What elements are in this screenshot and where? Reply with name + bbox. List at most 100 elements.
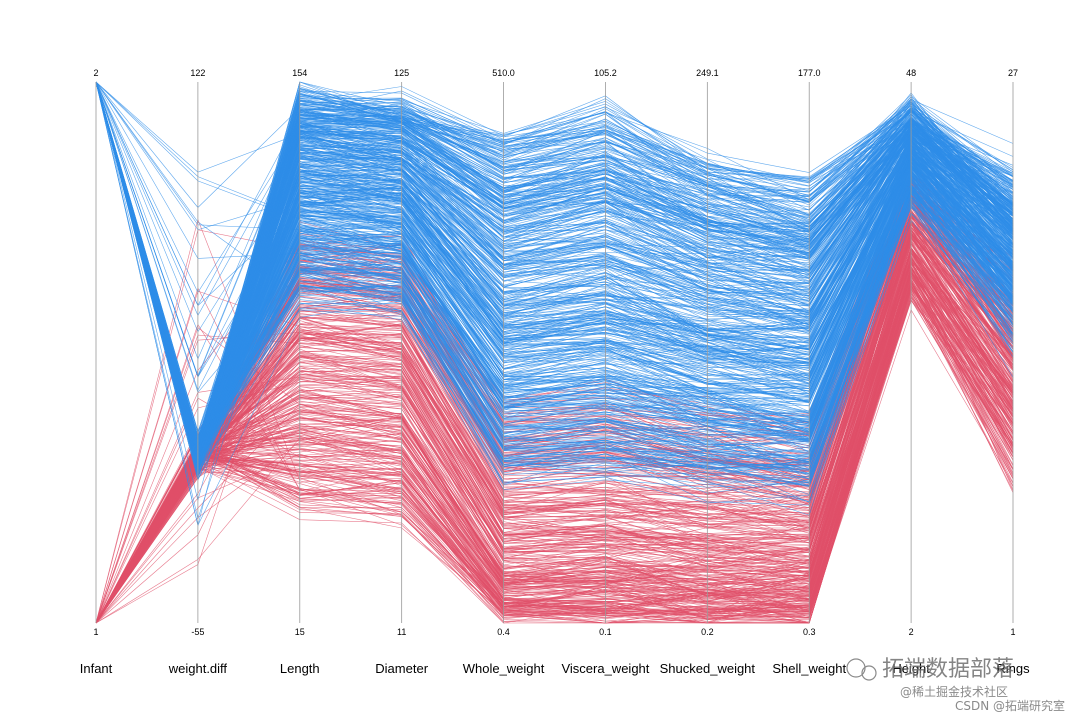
data-line [95,81,1014,451]
data-line [95,220,1014,624]
axis-min-label: 0.1 [599,627,612,637]
axis-name-label: Viscera_weight [561,661,649,676]
data-line [95,81,1014,470]
axis-max-label: 105.2 [594,68,617,78]
data-line [95,219,1014,624]
data-line [95,214,1014,624]
data-line [95,246,1014,624]
data-line [95,233,1014,624]
axis-max-label: 177.0 [798,68,821,78]
data-line [95,81,1014,464]
data-line [95,81,1014,452]
data-line [95,81,1014,444]
data-line [95,220,1014,624]
data-line [95,251,1014,624]
data-line [95,81,1014,444]
axis-max-label: 510.0 [492,68,515,78]
data-line [95,197,1014,624]
data-line [95,81,1014,464]
data-line [95,295,1014,624]
axis-name-label: Diameter [375,661,428,676]
data-line [95,81,1014,465]
axis-min-label: 0.2 [701,627,714,637]
data-line [95,81,1014,475]
axis-min-label: 0.4 [497,627,510,637]
data-line [95,81,1014,482]
axis-max-label: 48 [906,68,916,78]
data-line [95,265,1014,624]
watermark-csdn: CSDN @拓端研究室 [955,698,1065,713]
data-line [95,231,1014,624]
data-line [95,81,1014,467]
data-line [95,257,1014,624]
data-line [95,81,1014,448]
watermark: 拓端数据部落 @稀土掘金技术社区 CSDN @拓端研究室 [846,657,1065,713]
axis-min-label: 2 [909,627,914,637]
axis-name-label: Rings [996,661,1030,676]
data-line [95,81,1014,449]
watermark-community: @稀土掘金技术社区 [900,684,1008,699]
data-line [95,81,1014,452]
axis-min-label: 15 [295,627,305,637]
watermark-brand: 拓端数据部落 [882,657,1014,682]
data-line [95,81,1014,469]
data-line [95,81,1014,457]
data-line [95,81,1014,465]
wechat-icon [846,658,866,678]
data-line [95,81,1014,453]
data-line [95,81,1014,452]
data-line [95,287,1014,624]
axis-name-label: Height [892,661,930,676]
axis-max-label: 2 [93,68,98,78]
data-line [95,290,1014,624]
data-line [95,231,1014,624]
data-line [95,222,1014,624]
data-line [95,81,1014,456]
axis-name-label: Whole_weight [463,661,545,676]
data-line [95,266,1014,624]
data-line [95,81,1014,377]
data-line [95,81,1014,378]
data-line [95,251,1014,624]
data-line [95,81,1014,470]
data-line [95,81,1014,443]
data-line [95,81,1014,457]
data-line [95,81,1014,461]
data-line [95,81,1014,333]
data-line [95,81,1014,466]
data-line [95,230,1014,624]
data-line [95,81,1014,468]
data-line [95,81,1014,446]
data-line [95,81,1014,442]
data-lines [95,81,1014,624]
axis-min-label: 0.3 [803,627,816,637]
data-line [95,81,1014,447]
data-line [95,298,1014,624]
data-line [95,81,1014,483]
data-line [95,251,1014,624]
axis-min-label: 1 [93,627,98,637]
data-line [95,81,1014,294]
data-line [95,81,1014,454]
data-line [95,229,1014,624]
data-line [95,255,1014,624]
axis-max-label: 122 [190,68,205,78]
data-line [95,81,1014,502]
wechat-icon-bubble [861,665,877,681]
axes: 21Infant122-55weight.diff15415Length1251… [80,68,1030,676]
data-line [95,81,1014,461]
axis-name-label: weight.diff [168,661,228,676]
axis-max-label: 249.1 [696,68,719,78]
data-line [95,81,1014,478]
data-line [95,81,1014,453]
axis-name-label: Length [280,661,320,676]
axis-max-label: 125 [394,68,409,78]
axis-min-label: 11 [397,627,406,637]
axis-name-label: Shell_weight [772,661,846,676]
axis-name-label: Infant [80,661,113,676]
axis-max-label: 154 [292,68,307,78]
data-line [95,81,1014,451]
data-line [95,81,1014,307]
data-line [95,240,1014,624]
